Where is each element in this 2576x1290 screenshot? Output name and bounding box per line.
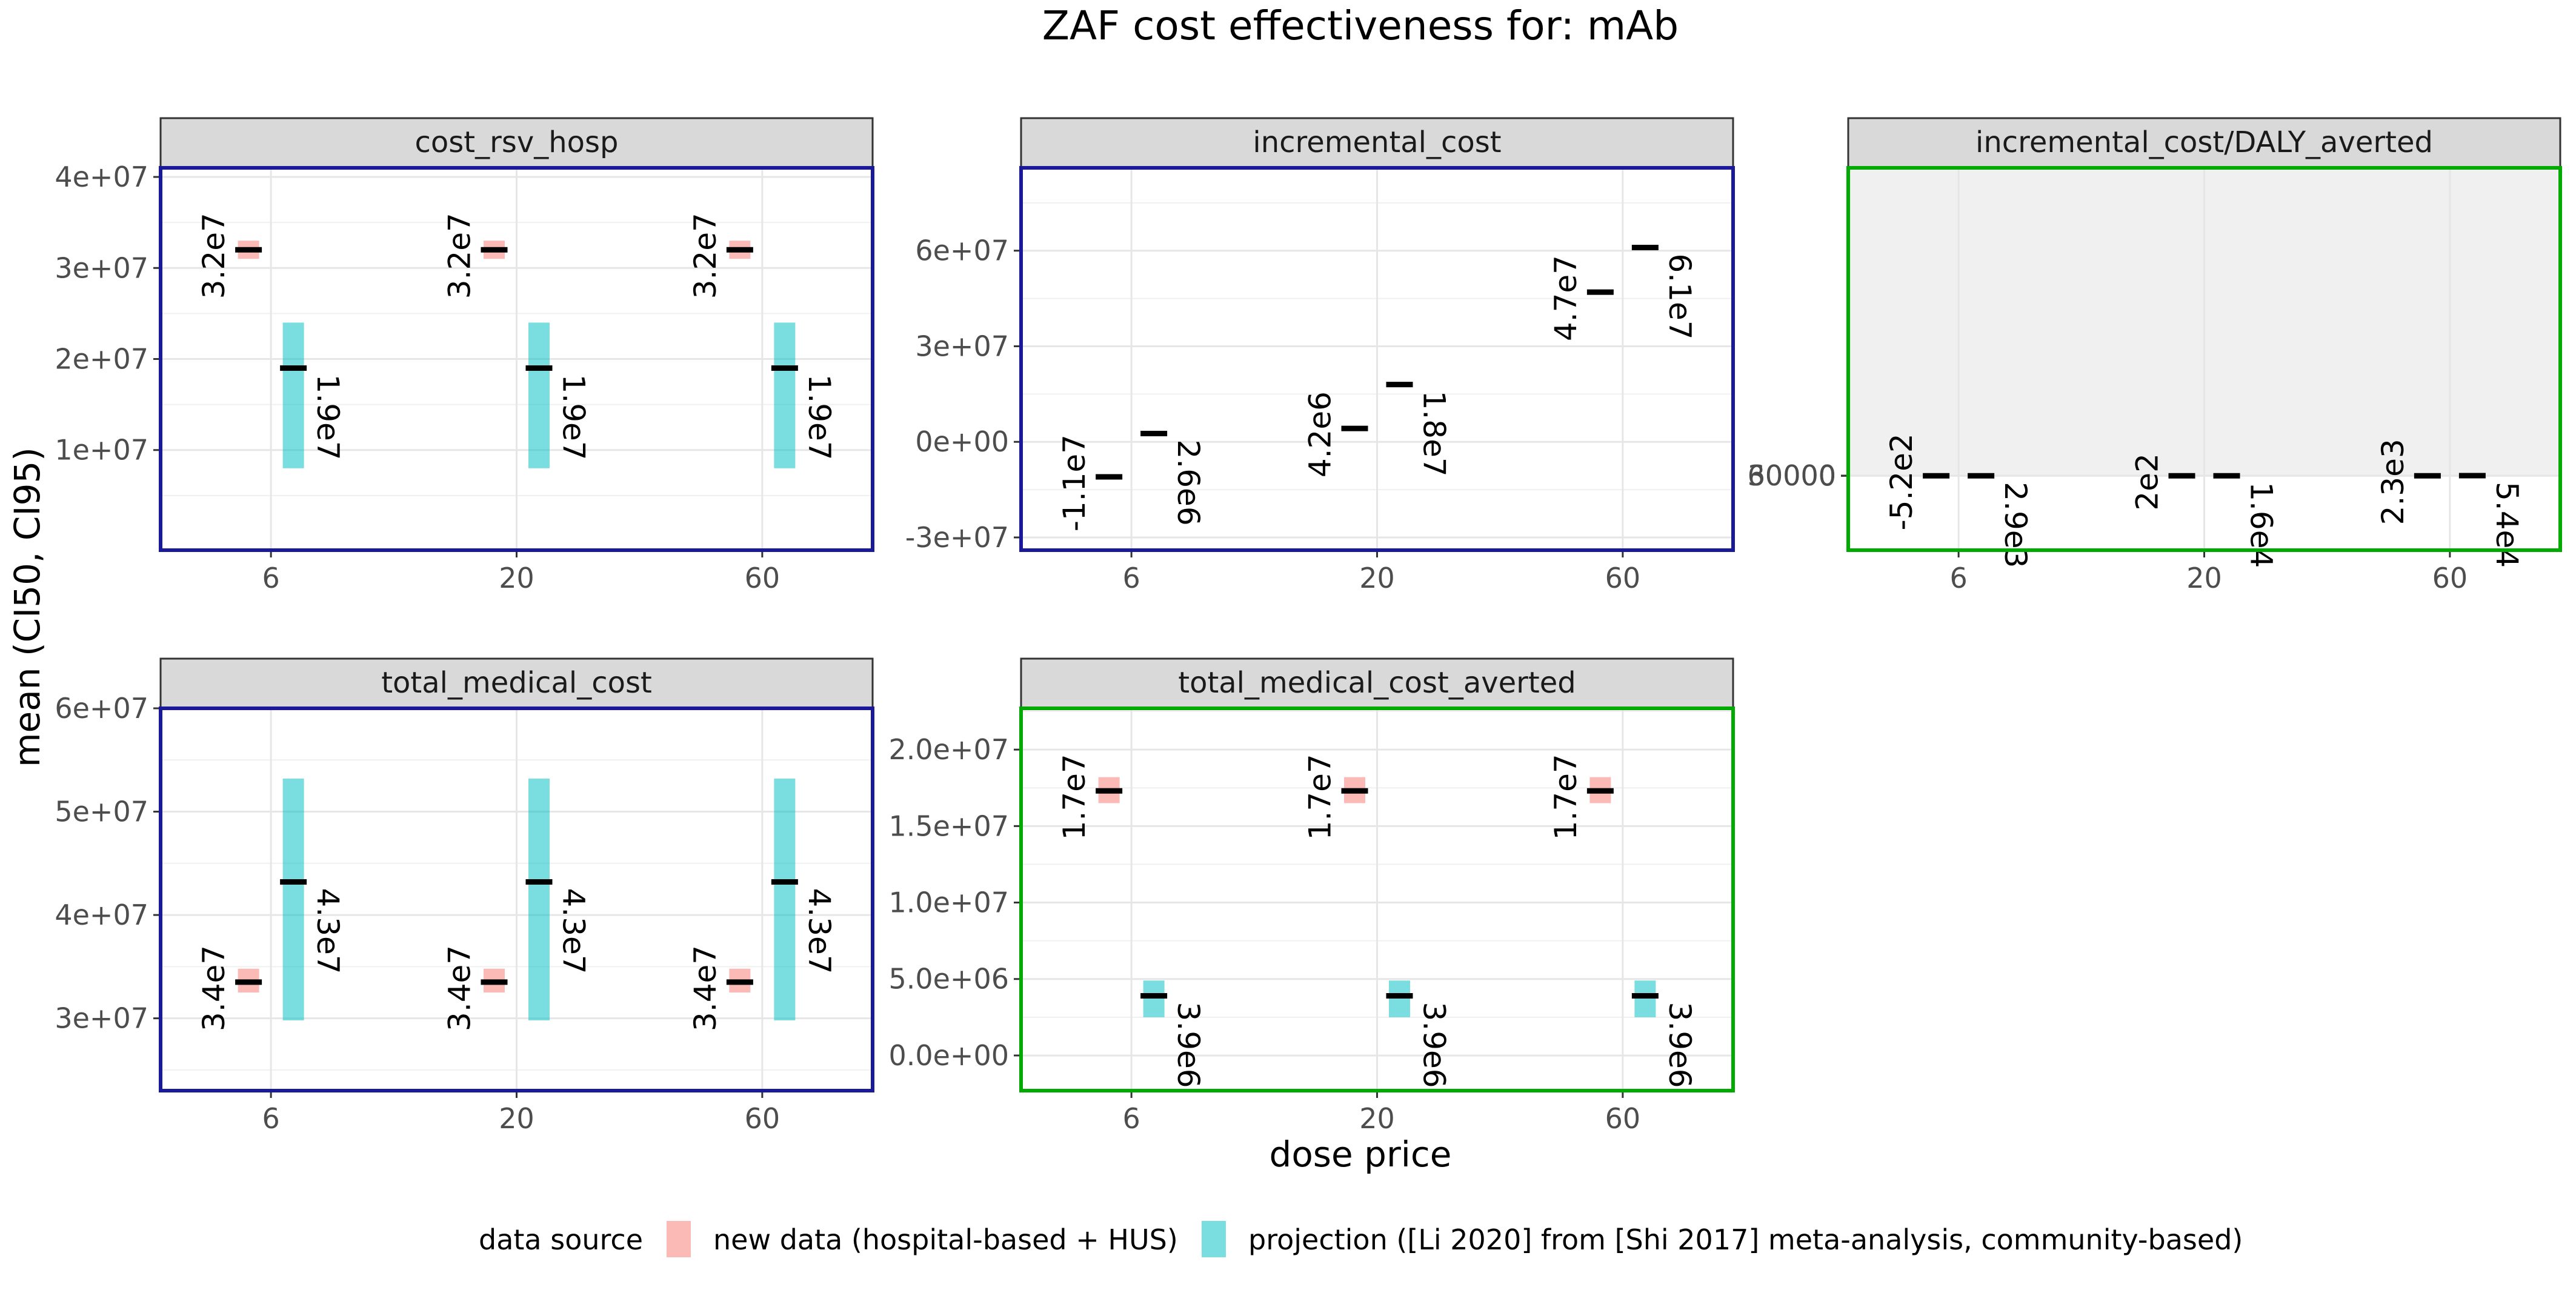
x-tick-label: 60 — [745, 1102, 780, 1135]
y-tick-label: 4e+07 — [55, 161, 148, 193]
ci-bar — [528, 778, 550, 1021]
data-label: 3.9e6 — [1417, 1002, 1452, 1088]
data-label: 3.2e7 — [688, 213, 723, 299]
legend-label-new-data: new data (hospital-based + HUS) — [713, 1223, 1178, 1256]
y-tick-label: 3e+07 — [55, 1002, 148, 1035]
facet-strip-label: incremental_cost — [1253, 125, 1501, 159]
facet-strip-label: cost_rsv_hosp — [415, 125, 619, 159]
ci-bar — [1143, 980, 1165, 1017]
y-tick-label: 1.5e+07 — [888, 810, 1009, 842]
y-tick-label: 2.0e+07 — [888, 733, 1009, 766]
y-tick-label: 2e+07 — [55, 343, 148, 376]
x-tick-label: 20 — [499, 1102, 534, 1135]
y-axis-label: mean (CI50, CI95) — [7, 447, 48, 767]
legend-title: data source — [479, 1223, 643, 1256]
ci-bar — [528, 322, 550, 468]
data-label: 3.9e6 — [1171, 1002, 1206, 1088]
data-label: 1.8e7 — [1417, 391, 1452, 477]
chart-title: ZAF cost effectiveness for: mAb — [1042, 2, 1679, 49]
data-label: 3.4e7 — [442, 945, 478, 1031]
data-label: 1.7e7 — [1057, 754, 1092, 840]
data-label: 3.4e7 — [688, 945, 723, 1031]
x-tick-label: 6 — [1122, 562, 1140, 594]
ci-bar — [774, 778, 796, 1021]
ci-bar — [1634, 980, 1656, 1017]
facet-strip — [159, 657, 874, 710]
legend-key-projection — [1202, 1221, 1226, 1257]
x-tick-label: 6 — [1949, 562, 1967, 594]
data-label: 4.3e7 — [802, 888, 837, 974]
panel-border — [1019, 707, 1735, 1092]
y-tick-label: 6e+07 — [915, 234, 1009, 267]
facet-strip — [159, 117, 874, 169]
data-label: 3.9e6 — [1662, 1002, 1697, 1088]
data-label: 2.6e6 — [1171, 440, 1206, 526]
data-label: -1.1e7 — [1057, 434, 1092, 531]
panel-border — [1019, 166, 1735, 552]
facet-strip-label: total_medical_cost — [381, 666, 652, 700]
panel-border — [159, 707, 874, 1092]
data-label: 1.7e7 — [1548, 754, 1583, 840]
y-tick-label: 30000 — [1748, 459, 1836, 492]
data-label: 4.3e7 — [556, 888, 591, 974]
x-tick-label: 20 — [2186, 562, 2222, 594]
y-tick-label: 0 — [1819, 459, 1836, 492]
y-tick-label: 0e+00 — [915, 425, 1009, 458]
x-tick-label: 60 — [745, 562, 780, 594]
panel-border — [159, 166, 874, 552]
ci-bar — [282, 778, 304, 1021]
data-label: 2.3e3 — [2375, 439, 2411, 525]
y-tick-label: 6e+07 — [55, 692, 148, 725]
data-label: 6.1e7 — [1662, 253, 1697, 339]
y-tick-label: -3e+07 — [905, 521, 1009, 554]
x-tick-label: 6 — [262, 562, 279, 594]
data-label: 1.6e4 — [2244, 482, 2279, 568]
y-tick-label: 5e+07 — [55, 796, 148, 828]
x-tick-label: 6 — [262, 1102, 279, 1135]
facet-strip — [1847, 117, 2561, 169]
x-tick-label: 20 — [1359, 1102, 1395, 1135]
data-label: 1.7e7 — [1303, 754, 1338, 840]
data-label: 1.9e7 — [556, 374, 591, 460]
legend-key-new-data — [667, 1221, 691, 1257]
x-tick-label: 60 — [1605, 562, 1641, 594]
data-label: 4.2e6 — [1303, 391, 1338, 477]
x-axis-label: dose price — [1270, 1134, 1452, 1175]
data-label: 4.3e7 — [310, 888, 345, 974]
x-tick-label: 60 — [2432, 562, 2468, 594]
y-tick-label: 1e+07 — [55, 434, 148, 467]
panel-border — [1846, 166, 2562, 552]
ci-bar — [1389, 980, 1410, 1017]
data-label: 1.9e7 — [802, 374, 837, 460]
y-tick-label: 1.0e+07 — [888, 886, 1009, 919]
data-label: 3.2e7 — [442, 213, 478, 299]
x-tick-label: 6 — [1122, 1102, 1140, 1135]
data-label: 3.4e7 — [196, 945, 231, 1031]
data-label: 2e2 — [2130, 453, 2165, 510]
y-tick-label: 60000 — [1748, 459, 1836, 492]
data-label: 1.9e7 — [310, 374, 345, 460]
data-label: 4.7e7 — [1548, 255, 1583, 341]
data-label: -5.2e2 — [1884, 433, 1919, 530]
x-tick-label: 20 — [1359, 562, 1395, 594]
ci-bar — [282, 322, 304, 468]
y-tick-label: 3e+07 — [55, 251, 148, 284]
y-tick-label: 4e+07 — [55, 899, 148, 931]
y-tick-label: 3e+07 — [915, 330, 1009, 362]
data-label: 2.9e3 — [1998, 482, 2033, 568]
x-tick-label: 60 — [1605, 1102, 1641, 1135]
y-tick-label: 5.0e+06 — [888, 963, 1009, 996]
legend-label-projection: projection ([Li 2020] from [Shi 2017] me… — [1248, 1223, 2243, 1256]
facet-strip-label: incremental_cost/DALY_averted — [1975, 125, 2433, 159]
data-label: 3.2e7 — [196, 213, 231, 299]
y-tick-label: 0.0e+00 — [888, 1039, 1009, 1072]
data-label: 5.4e4 — [2489, 482, 2524, 568]
facet-strip-label: total_medical_cost_averted — [1178, 666, 1576, 700]
ci-bar — [774, 322, 796, 468]
x-tick-label: 20 — [499, 562, 534, 594]
